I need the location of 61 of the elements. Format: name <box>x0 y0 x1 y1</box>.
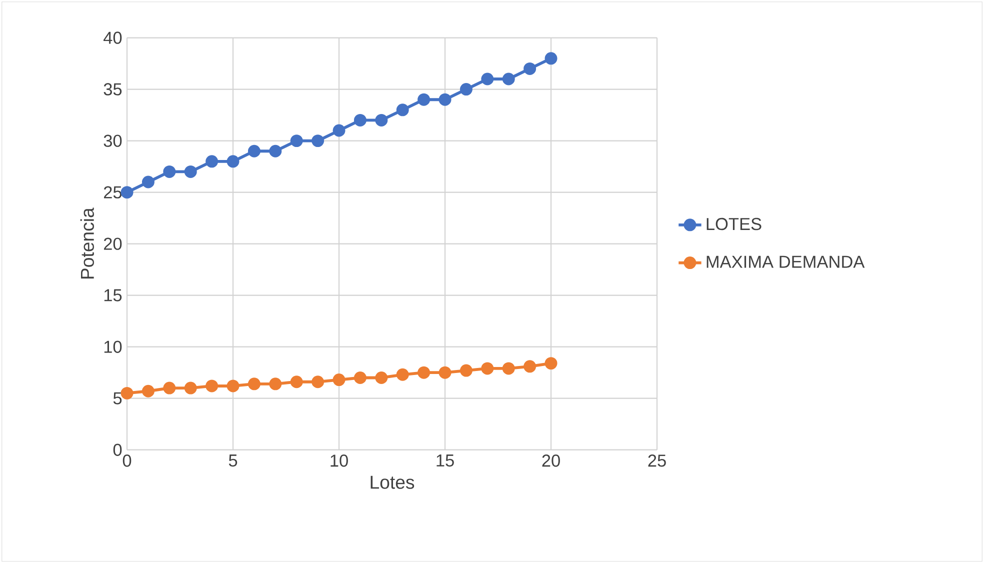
point <box>460 82 472 96</box>
y-tick-label: 25 <box>104 186 122 198</box>
point <box>502 72 515 86</box>
point <box>332 373 346 386</box>
x-tick-label: 15 <box>436 454 454 466</box>
point <box>163 165 176 178</box>
point <box>290 134 303 147</box>
point <box>184 382 197 394</box>
point <box>248 144 260 158</box>
legend-label: LOTES <box>706 218 762 230</box>
point <box>524 62 536 75</box>
point <box>375 114 388 126</box>
x-tick-label: 10 <box>330 454 348 467</box>
x-axis-title: Lotes <box>370 476 414 489</box>
point <box>163 382 176 394</box>
point <box>269 144 282 158</box>
x-tick-label: 0 <box>122 454 132 467</box>
point <box>502 362 515 375</box>
point <box>290 375 303 388</box>
point <box>184 165 197 178</box>
point <box>544 356 558 370</box>
point <box>269 378 282 390</box>
point <box>332 124 346 137</box>
point <box>226 380 240 392</box>
x-tick-label: 20 <box>542 454 560 467</box>
point <box>544 52 558 65</box>
point <box>312 375 324 388</box>
point <box>354 114 366 126</box>
legend-label: MAXIMA DEMANDA <box>706 256 865 268</box>
point <box>481 72 494 86</box>
point <box>226 155 240 168</box>
point <box>120 186 134 198</box>
point <box>418 93 430 106</box>
y-tick-label: 5 <box>113 392 122 404</box>
point <box>481 362 494 375</box>
x-tick-label: 5 <box>228 454 238 466</box>
point <box>460 364 472 377</box>
point <box>248 378 260 390</box>
point <box>418 366 430 379</box>
y-tick-label: 10 <box>104 340 122 353</box>
point <box>354 371 366 384</box>
y-tick-label: 35 <box>104 83 122 96</box>
y-tick-label: 20 <box>104 238 122 250</box>
point <box>120 386 134 400</box>
x-tick-label: 25 <box>648 454 666 467</box>
y-tick-label: 0 <box>113 444 122 456</box>
point <box>142 176 154 188</box>
point <box>312 134 324 147</box>
point <box>206 155 218 168</box>
y-tick-label: 30 <box>104 134 122 147</box>
y-axis-title: Potencia <box>80 208 94 278</box>
point <box>206 380 218 392</box>
y-tick-label: 15 <box>104 289 122 302</box>
point <box>396 368 409 381</box>
y-tick-label: 40 <box>104 32 122 44</box>
point <box>438 93 452 106</box>
point <box>142 384 154 398</box>
point <box>524 360 536 373</box>
point <box>396 104 409 116</box>
point <box>438 366 452 379</box>
point <box>375 371 388 384</box>
